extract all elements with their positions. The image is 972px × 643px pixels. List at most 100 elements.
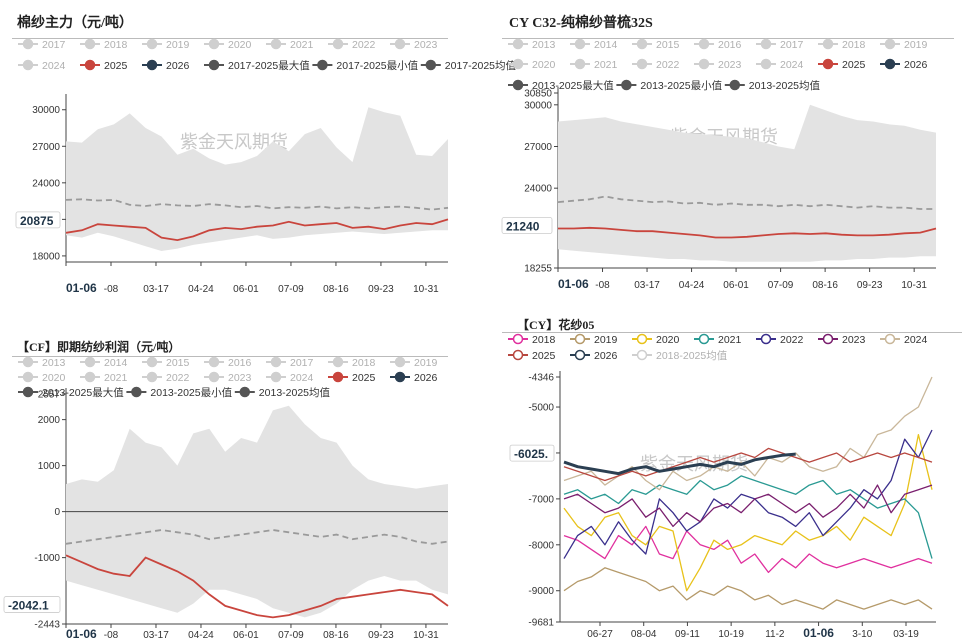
chart-svg: 2013 2014 2015 2016 2017 2018 2019 2020 2021 2022… — [3, 356, 449, 641]
y-current-value-marker: -2042.1 — [3, 596, 61, 613]
legend-marker — [208, 38, 220, 50]
legend-marker — [146, 371, 158, 383]
legend-label: 2018 — [352, 357, 376, 369]
legend-marker — [84, 38, 96, 50]
legend-marker — [698, 333, 710, 345]
title-divider — [12, 38, 448, 39]
legend-label: 2017-2025最小值 — [336, 59, 418, 72]
title-divider — [502, 332, 962, 333]
legend-item-2015: 2015 — [632, 38, 680, 51]
legend-label: 2013 — [532, 39, 556, 51]
x-tick-label: 01-06 — [66, 627, 97, 641]
legend-label: 2019 — [594, 334, 618, 346]
y-tick-label: -4346 — [528, 373, 554, 384]
legend-marker — [512, 38, 524, 50]
legend-item-2014: 2014 — [570, 38, 618, 51]
chart-panel-cotton-yarn-spread: 【CY】花纱05 2018 2019 2020 2021 2022 2023 2024 202… — [490, 310, 972, 643]
legend-label: 2016 — [718, 39, 742, 51]
x-tick-label: 06-01 — [233, 284, 259, 295]
legend-item-2017: 2017 — [266, 356, 314, 369]
legend-marker — [621, 79, 632, 91]
x-tick-label: 08-16 — [323, 284, 349, 295]
legend-marker — [574, 333, 586, 345]
legend-item-2021: 2021 — [694, 333, 742, 346]
series-2018 — [563, 525, 933, 574]
chart-panel-spinning-profit: 【CF】即期纺纱利润（元/吨） 2013 2014 2015 2016 2017 2018… — [0, 330, 470, 643]
legend-label: 2017-2025均值 — [445, 59, 517, 72]
x-tick-label: 03-17 — [143, 284, 169, 295]
legend-item-2026: 2026 — [880, 58, 928, 71]
x-tick-label: 01-06 — [558, 277, 589, 291]
legend-marker — [574, 38, 586, 50]
legend-item-2015: 2015 — [142, 356, 190, 369]
x-tick-label: 06-27 — [587, 629, 613, 640]
x-tick-label: 10-31 — [413, 284, 439, 295]
legend-label: 2020 — [532, 59, 556, 71]
chart-title: 棉纱主力（元/吨） — [17, 16, 133, 31]
legend-label: 2024 — [42, 60, 66, 72]
legend-item-2018: 2018 — [80, 38, 128, 51]
legend-item-2019: 2019 — [570, 333, 618, 346]
legend-item-2017-2025最大值: 2017-2025最大值 — [204, 59, 310, 72]
y-tick-label: 27000 — [524, 142, 552, 153]
x-tick-label: 08-16 — [323, 630, 349, 641]
legend-marker — [512, 58, 524, 70]
legend-label: 2013-2025最小值 — [640, 79, 722, 92]
legend-marker — [822, 38, 834, 50]
series-2020 — [563, 433, 933, 592]
series-average — [65, 529, 449, 545]
legend-item-2013-2025最大值: 2013-2025最大值 — [508, 79, 614, 92]
legend-marker — [636, 333, 648, 345]
legend-item-2023: 2023 — [818, 333, 866, 346]
chart-panel-cy-c32: CY C32-纯棉纱普梳32S 2013 2014 2015 2016 2017 2018… — [490, 0, 972, 320]
legend-marker — [317, 59, 328, 71]
title-divider — [12, 356, 448, 357]
legend-marker — [22, 38, 34, 50]
y-tick-label: 2000 — [38, 415, 61, 426]
legend-label: 2023 — [414, 39, 438, 51]
y-tick-label: 24000 — [524, 184, 552, 195]
legend-marker — [84, 59, 96, 71]
legend-label: 2025 — [352, 372, 376, 384]
series-2026 — [563, 452, 796, 476]
x-tick-label: 07-09 — [278, 284, 304, 295]
x-tick-label: 06-01 — [723, 280, 749, 291]
legend-item-2022: 2022 — [756, 333, 804, 346]
legend-item-2023: 2023 — [694, 58, 742, 71]
legend-marker — [84, 356, 96, 368]
legend-item-2019: 2019 — [142, 38, 190, 51]
x-tick-label: 01-06 — [66, 281, 97, 295]
legend-marker — [574, 349, 586, 361]
legend-item-2025: 2025 — [328, 371, 376, 384]
x-tick-label: 03-17 — [143, 630, 169, 641]
x-tick-label: 09-23 — [368, 630, 394, 641]
x-tick-label: 10-31 — [413, 630, 439, 641]
marker-label: -6025. — [514, 447, 548, 461]
legend-label: 2020 — [656, 334, 680, 346]
x-tick-label: 09-23 — [368, 284, 394, 295]
legend-marker — [760, 333, 772, 345]
legend-marker — [332, 38, 344, 50]
title-divider — [502, 38, 954, 39]
legend-label: 2022 — [780, 334, 804, 346]
legend-marker — [636, 58, 648, 70]
legend-label: 2025 — [104, 60, 128, 72]
legend-label: 2026 — [414, 372, 438, 384]
legend-label: 2023 — [842, 334, 866, 346]
marker-box — [509, 444, 555, 462]
y-tick-label: -5000 — [528, 403, 554, 414]
y-tick-label: 27000 — [32, 142, 60, 153]
legend-label: 2014 — [104, 357, 128, 369]
y-tick-label: -2443 — [34, 620, 60, 631]
legend-marker — [146, 59, 158, 71]
legend-label: 2024 — [904, 334, 928, 346]
x-tick-label: 08-04 — [631, 629, 657, 640]
x-tick-label: 04-24 — [188, 284, 214, 295]
x-tick-label: 07-09 — [278, 630, 304, 641]
legend-label: 2026 — [904, 59, 928, 71]
legend-label: 2023 — [228, 372, 252, 384]
y-tick-label: -7000 — [528, 494, 554, 505]
legend-marker — [131, 386, 142, 398]
series-2019 — [563, 567, 933, 610]
legend-item-2025: 2025 — [818, 58, 866, 71]
